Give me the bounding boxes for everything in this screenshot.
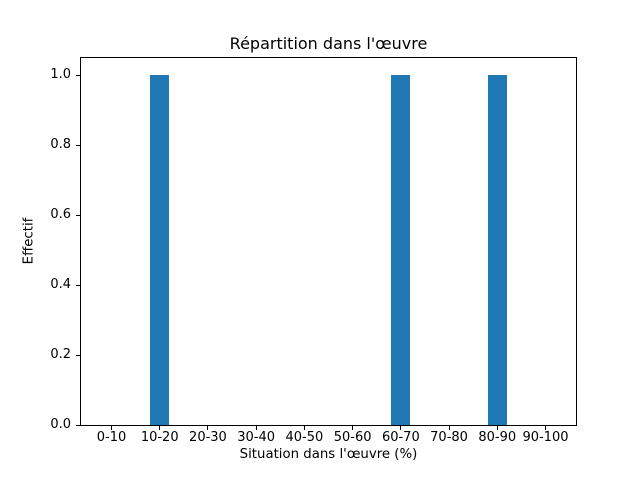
x-tick-label: 10-20 <box>140 430 179 445</box>
x-tick-label: 70-80 <box>430 430 468 445</box>
y-tick-label: 0.4 <box>50 277 71 293</box>
x-tick-label: 90-100 <box>522 430 569 445</box>
y-tick-mark <box>76 214 80 216</box>
x-tick-mark <box>207 426 209 430</box>
bar-80-90 <box>487 75 507 425</box>
chart-title: Répartition dans l'œuvre <box>229 34 428 53</box>
x-tick-mark <box>496 426 498 430</box>
x-tick-label: 60-70 <box>381 430 420 445</box>
y-tick-mark <box>76 284 80 286</box>
y-axis-label: Effectif <box>21 217 37 265</box>
y-tick-mark <box>76 74 80 76</box>
y-tick-label: 0.8 <box>50 137 71 153</box>
y-tick-label: 0.6 <box>50 207 71 223</box>
bar-60-70 <box>391 75 411 425</box>
x-tick-mark <box>255 426 257 430</box>
y-tick-mark <box>76 144 80 146</box>
x-tick-mark <box>448 426 450 430</box>
x-tick-label: 20-30 <box>189 430 227 445</box>
y-tick-mark <box>76 354 80 356</box>
y-tick-label: 0.0 <box>50 417 71 432</box>
x-tick-label: 30-40 <box>237 430 276 445</box>
x-tick-mark <box>159 426 161 430</box>
x-tick-mark <box>400 426 402 430</box>
y-tick-label: 0.2 <box>50 347 71 363</box>
x-tick-label: 0-10 <box>96 430 127 445</box>
x-axis-label: Situation dans l'œuvre (%) <box>239 447 418 462</box>
x-tick-label: 50-60 <box>333 430 372 445</box>
x-tick-mark <box>303 426 305 430</box>
x-tick-mark <box>111 426 112 430</box>
plot-area: 0.0 0.2 0.4 0.6 0.8 1.0 0-10 10-20 20-30 30-40 40-… <box>50 57 577 445</box>
y-tick-mark <box>76 424 80 426</box>
x-tick-mark <box>545 426 546 430</box>
y-tick-label: 1.0 <box>50 67 71 83</box>
x-tick-label: 80-90 <box>478 430 517 445</box>
x-tick-mark <box>352 426 354 430</box>
bar-10-20 <box>150 75 170 425</box>
x-tick-label: 40-50 <box>285 430 324 445</box>
